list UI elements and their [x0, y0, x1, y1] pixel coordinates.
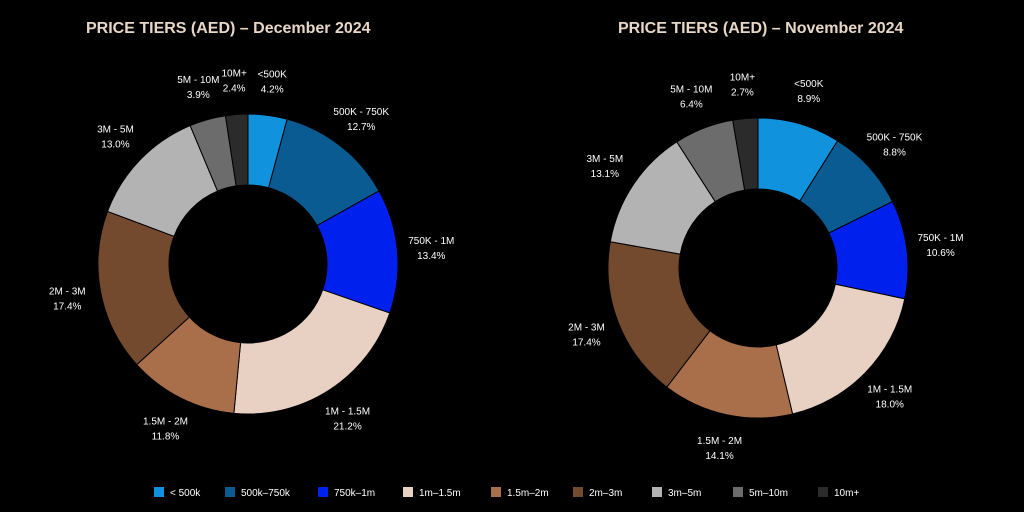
legend-label-8: 10m+	[834, 488, 859, 499]
slice-label-0-2: 750K - 1M	[408, 236, 454, 247]
legend-swatch-1	[225, 487, 235, 497]
donut-chart-0: <500K 4.2% 500K - 750K 12.7% 750K - 1M 13.4% 1…	[49, 69, 454, 443]
slice-label-1-0: <500K	[794, 79, 824, 90]
slice-0-8[interactable]	[224, 113, 249, 187]
slice-value-0-0: 4.2%	[261, 85, 284, 96]
slice-value-1-4: 14.1%	[705, 451, 733, 462]
slice-0-5[interactable]	[97, 210, 191, 366]
legend-label-3: 1m–1.5m	[419, 488, 461, 499]
slice-label-1-5: 2M - 3M	[568, 323, 605, 334]
slice-value-1-8: 2.7%	[731, 88, 754, 99]
legend-swatch-5	[573, 487, 583, 497]
legend: < 500k 500k–750k 750k–1m 1m–1.5m 1.5m–2m 2m–3…	[154, 487, 859, 499]
slice-value-0-8: 2.4%	[223, 84, 246, 95]
slice-value-1-1: 8.8%	[883, 148, 906, 159]
legend-swatch-8	[818, 487, 828, 497]
legend-swatch-6	[652, 487, 662, 497]
chart-title-december: PRICE TIERS (AED) – December 2024	[86, 20, 371, 37]
slice-value-1-5: 17.4%	[572, 338, 600, 349]
slice-label-0-5: 2M - 3M	[49, 286, 86, 297]
slice-label-0-7: 5M - 10M	[177, 75, 219, 86]
slice-label-1-8: 10M+	[730, 73, 755, 84]
legend-swatch-3	[403, 487, 413, 497]
legend-label-0: < 500k	[170, 488, 201, 499]
slice-1-5[interactable]	[607, 241, 711, 388]
slice-label-0-1: 500K - 750K	[333, 107, 389, 118]
slice-value-0-5: 17.4%	[53, 301, 81, 312]
legend-label-6: 3m–5m	[668, 488, 701, 499]
slice-value-0-1: 12.7%	[347, 122, 375, 133]
legend-swatch-2	[318, 487, 328, 497]
slice-value-0-2: 13.4%	[417, 251, 445, 262]
legend-label-4: 1.5m–2m	[507, 488, 549, 499]
slice-value-0-6: 13.0%	[101, 139, 129, 150]
slice-label-0-4: 1.5M - 2M	[143, 416, 188, 427]
slice-value-1-6: 13.1%	[591, 169, 619, 180]
slice-label-1-6: 3M - 5M	[587, 154, 624, 165]
slice-label-0-0: <500K	[258, 70, 288, 81]
slice-1-8[interactable]	[732, 117, 759, 191]
legend-label-5: 2m–3m	[589, 488, 622, 499]
legend-label-7: 5m–10m	[749, 488, 788, 499]
slice-value-0-4: 11.8%	[152, 431, 180, 442]
slice-label-0-8: 10M+	[221, 69, 246, 80]
slice-value-1-7: 6.4%	[680, 99, 703, 110]
slice-value-1-0: 8.9%	[797, 94, 820, 105]
slice-label-0-6: 3M - 5M	[97, 124, 134, 135]
legend-swatch-0	[154, 487, 164, 497]
legend-swatch-4	[491, 487, 501, 497]
slice-label-0-3: 1M - 1.5M	[325, 407, 370, 418]
legend-label-2: 750k–1m	[334, 488, 375, 499]
slice-value-1-3: 18.0%	[876, 399, 904, 410]
slice-label-1-1: 500K - 750K	[867, 133, 923, 144]
slice-value-1-2: 10.6%	[926, 248, 954, 259]
slice-value-0-7: 3.9%	[187, 90, 210, 101]
legend-label-1: 500k–750k	[241, 488, 291, 499]
slice-label-1-7: 5M - 10M	[670, 84, 712, 95]
slice-label-1-2: 750K - 1M	[917, 233, 963, 244]
legend-swatch-7	[733, 487, 743, 497]
slice-0-3[interactable]	[233, 289, 391, 415]
chart-title-november: PRICE TIERS (AED) – November 2024	[618, 20, 904, 37]
slice-value-0-3: 21.2%	[333, 422, 361, 433]
donut-chart-1: <500K 8.9% 500K - 750K 8.8% 750K - 1M 10.6% 1M…	[568, 73, 963, 462]
slice-label-1-3: 1M - 1.5M	[867, 384, 912, 395]
slice-label-1-4: 1.5M - 2M	[697, 436, 742, 447]
